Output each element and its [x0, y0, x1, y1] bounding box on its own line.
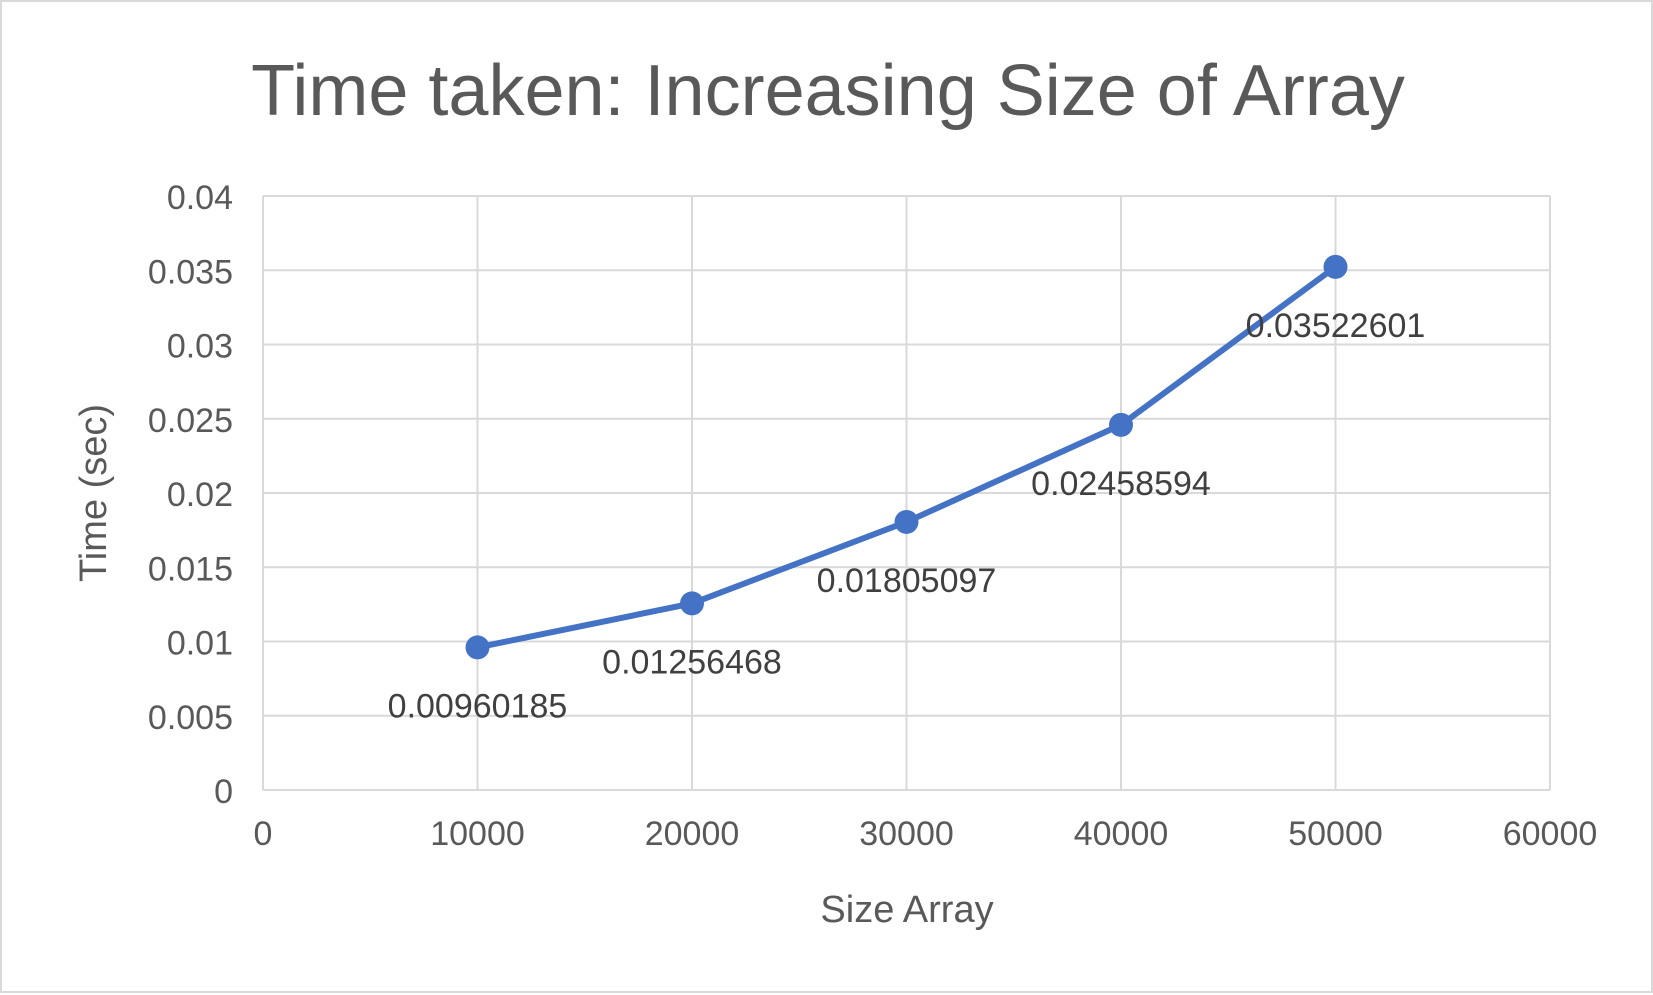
y-tick-label: 0.035	[148, 253, 233, 291]
data-labels: 0.00960185 0.01256468 0.01805097 0.02458594…	[388, 307, 1426, 726]
chart-title: Time taken: Increasing Size of Array	[251, 51, 1405, 131]
data-label: 0.00960185	[388, 687, 568, 725]
x-tick-label: 40000	[1074, 815, 1169, 853]
data-point	[1323, 254, 1348, 279]
tick-labels: 0 0.005 0.01 0.015 0.02 0.025 0.03 0.035 0.04 0 10…	[148, 179, 1597, 853]
x-axis-title: Size Array	[820, 889, 993, 931]
y-tick-label: 0.015	[148, 550, 233, 588]
y-tick-label: 0.02	[167, 476, 233, 514]
y-tick-label: 0.025	[148, 402, 233, 440]
data-label: 0.02458594	[1031, 465, 1211, 503]
data-series	[465, 254, 1348, 660]
y-tick-label: 0.01	[167, 625, 233, 663]
y-axis-title: Time (sec)	[73, 404, 115, 582]
y-tick-label: 0.03	[167, 328, 233, 366]
x-tick-label: 30000	[859, 815, 954, 853]
data-point	[1109, 412, 1133, 437]
x-tick-label: 0	[254, 815, 273, 853]
data-label: 0.01256468	[602, 643, 782, 681]
y-tick-label: 0.005	[148, 699, 233, 737]
x-tick-label: 50000	[1288, 815, 1383, 853]
data-point	[680, 591, 704, 616]
y-tick-label: 0	[214, 773, 233, 811]
data-label: 0.03522601	[1246, 307, 1426, 345]
x-tick-label: 60000	[1503, 815, 1598, 853]
y-tick-label: 0.04	[167, 179, 233, 217]
x-tick-label: 20000	[645, 815, 740, 853]
data-point	[465, 635, 490, 660]
x-tick-label: 10000	[430, 815, 525, 853]
data-point	[894, 509, 919, 534]
data-label: 0.01805097	[817, 562, 997, 600]
